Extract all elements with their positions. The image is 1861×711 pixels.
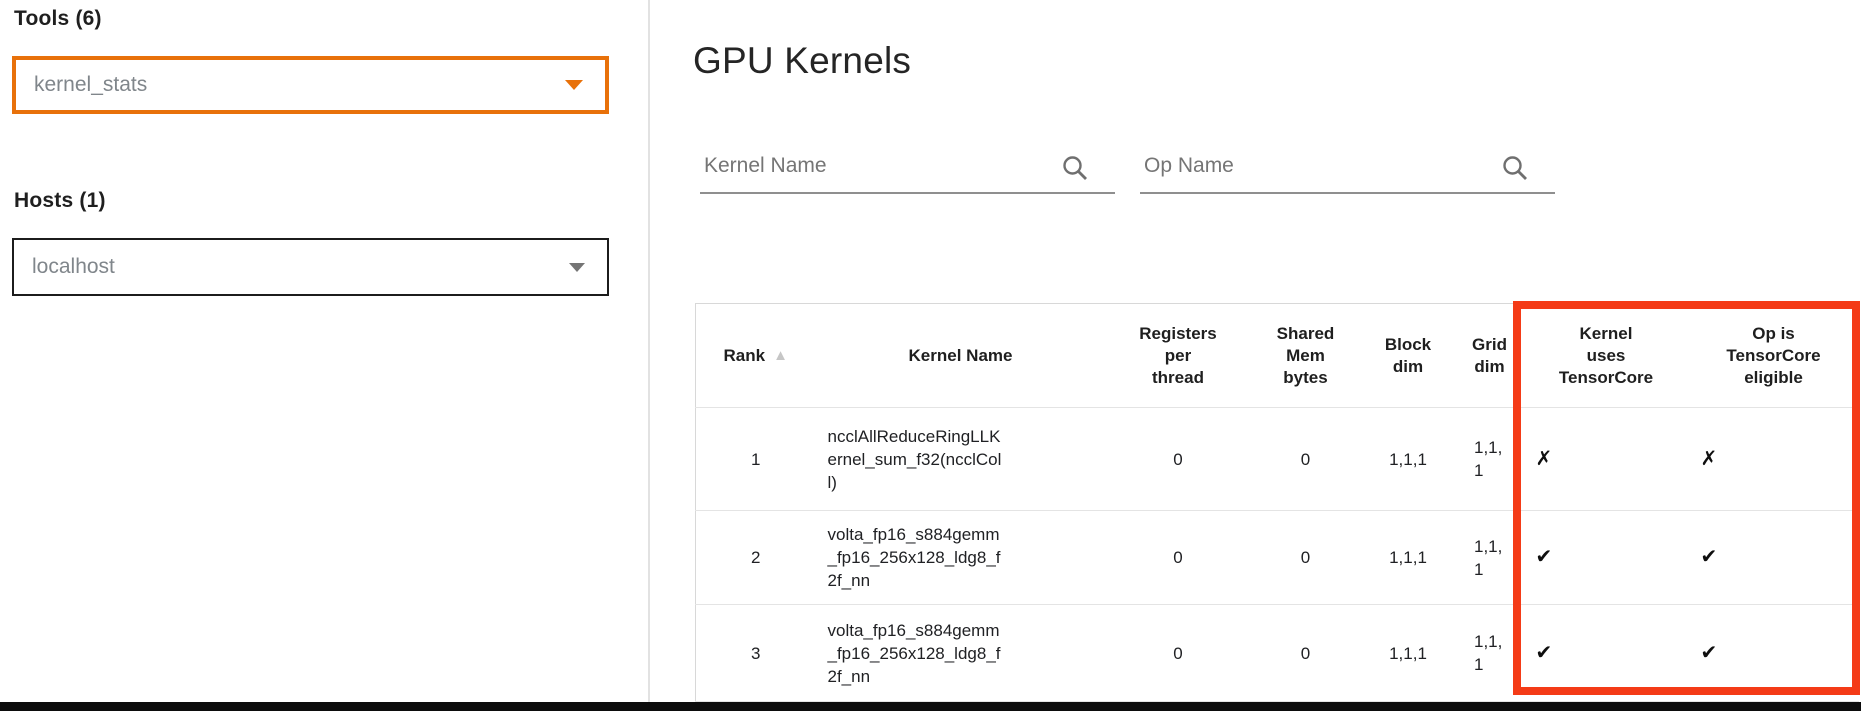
kernel-name-cell: volta_fp16_s884gemm_fp16_256x128_ldg8_f2…	[815, 510, 1106, 605]
kernel-uses-tensorcore-check-mark: ✔	[1523, 510, 1689, 605]
kernel-name-cell: ncclAllReduceRingLLKernel_sum_f32(ncclCo…	[815, 407, 1106, 511]
rank-cell: 1	[695, 407, 816, 511]
column-header-block-dim[interactable]: Block dim	[1360, 303, 1456, 408]
tools-dropdown-value: kernel_stats	[34, 73, 148, 96]
column-header-shared-mem-bytes[interactable]: Shared Mem bytes	[1250, 303, 1361, 408]
op-name-input[interactable]	[1140, 146, 1555, 192]
sidebar: Tools (6) kernel_stats Hosts (1) localho…	[0, 0, 648, 699]
sidebar-divider	[648, 0, 650, 702]
table-header-row: Rank ▲ Kernel Name Registers per thread S…	[695, 303, 1859, 408]
hosts-dropdown-value: localhost	[32, 255, 115, 278]
registers-cell: 0	[1105, 407, 1251, 511]
op-tensorcore-eligible-check-mark: ✔	[1688, 604, 1859, 702]
block-dim-cell: 1,1,1	[1360, 510, 1456, 605]
dropdown-caret-icon	[565, 80, 583, 90]
block-dim-cell: 1,1,1	[1360, 407, 1456, 511]
registers-cell: 0	[1105, 510, 1251, 605]
registers-cell: 0	[1105, 604, 1251, 702]
kernel-name-cell: volta_fp16_s884gemm_fp16_256x128_ldg8_f2…	[815, 604, 1106, 702]
tools-dropdown[interactable]: kernel_stats	[12, 56, 609, 114]
block-dim-cell: 1,1,1	[1360, 604, 1456, 702]
kernel-name-filter	[700, 146, 1115, 194]
kernel-uses-tensorcore-x-mark: ✗	[1523, 407, 1689, 511]
op-tensorcore-eligible-check-mark: ✔	[1688, 510, 1859, 605]
dropdown-caret-icon	[569, 262, 585, 272]
op-name-filter	[1140, 146, 1555, 194]
op-tensorcore-eligible-x-mark: ✗	[1688, 407, 1859, 511]
page-title: GPU Kernels	[693, 40, 912, 81]
column-header-grid-dim[interactable]: Grid dim	[1455, 303, 1524, 408]
kernel-uses-tensorcore-check-mark: ✔	[1523, 604, 1689, 702]
bottom-black-bar	[0, 702, 1861, 711]
hosts-label: Hosts (1)	[14, 189, 106, 212]
column-header-kernel-name[interactable]: Kernel Name	[815, 303, 1106, 408]
grid-dim-cell: 1,1,1	[1455, 407, 1524, 511]
grid-dim-cell: 1,1,1	[1455, 604, 1524, 702]
main-content: GPU Kernels	[650, 0, 1861, 702]
gpu-kernels-table: Rank ▲ Kernel Name Registers per thread S…	[695, 303, 1859, 702]
rank-cell: 2	[695, 510, 816, 605]
table-row: 3 volta_fp16_s884gemm_fp16_256x128_ldg8_…	[695, 604, 1859, 702]
rank-cell: 3	[695, 604, 816, 702]
grid-dim-cell: 1,1,1	[1455, 510, 1524, 605]
table-row: 2 volta_fp16_s884gemm_fp16_256x128_ldg8_…	[695, 510, 1859, 605]
column-header-registers-per-thread[interactable]: Registers per thread	[1105, 303, 1251, 408]
column-header-kernel-uses-tensorcore[interactable]: Kernel uses TensorCore	[1523, 303, 1689, 408]
column-header-op-is-tensorcore-eligible[interactable]: Op is TensorCore eligible	[1688, 303, 1859, 408]
shared-mem-cell: 0	[1250, 510, 1361, 605]
shared-mem-cell: 0	[1250, 604, 1361, 702]
hosts-dropdown[interactable]: localhost	[12, 238, 609, 296]
kernel-name-input[interactable]	[700, 146, 1115, 192]
column-header-rank[interactable]: Rank ▲	[695, 303, 816, 408]
tools-label: Tools (6)	[14, 7, 102, 30]
table-row: 1 ncclAllReduceRingLLKernel_sum_f32(nccl…	[695, 407, 1859, 511]
shared-mem-cell: 0	[1250, 407, 1361, 511]
sort-ascending-icon: ▲	[773, 346, 788, 364]
